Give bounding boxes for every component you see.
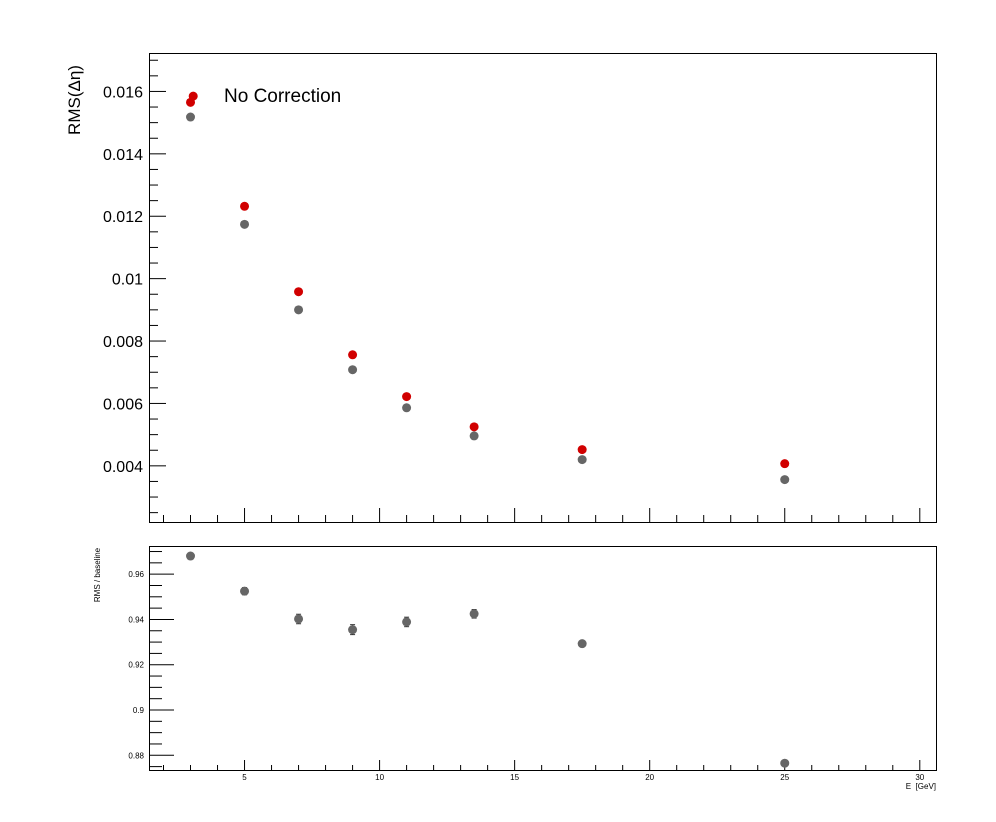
bottom-data-point [294, 614, 304, 624]
bottom-data-point [577, 639, 587, 649]
top-data-point [577, 445, 587, 455]
top-data-point [240, 219, 250, 229]
bottom-data-point [469, 609, 479, 619]
bottom-x-tick-label: 10 [375, 773, 384, 782]
bottom-x-tick-label: 30 [915, 773, 924, 782]
top-y-axis-label: RMS(Δη) [65, 65, 84, 135]
bottom-data-point [348, 625, 358, 635]
bottom-x-tick-label: 5 [242, 773, 247, 782]
top-data-point [402, 403, 412, 413]
top-y-tick-label: 0.014 [103, 147, 143, 164]
top-data-point [348, 350, 358, 360]
top-y-tick-label: 0.004 [103, 459, 143, 476]
bottom-data-points [186, 551, 790, 768]
x-axis-label: E [GeV] [906, 782, 936, 791]
bottom-x-tick-label: 25 [780, 773, 789, 782]
bottom-y-axis: 0.88 0.9 0.92 0.94 0.96 [128, 551, 174, 768]
top-data-point [469, 431, 479, 441]
top-data-point [240, 201, 250, 211]
top-data-point [780, 475, 790, 485]
top-data-point [294, 305, 304, 315]
bottom-data-point [402, 617, 412, 627]
bottom-x-axis: 5 10 15 20 25 30 [163, 508, 925, 782]
top-y-tick-label: 0.012 [103, 209, 143, 226]
top-data-point [469, 422, 479, 432]
top-data-point [186, 112, 196, 122]
top-data-point [780, 459, 790, 469]
top-plot-frame [149, 53, 937, 523]
bottom-data-point [240, 586, 250, 596]
bottom-data-point [186, 551, 196, 561]
top-data-point [188, 91, 198, 101]
top-data-point [402, 392, 412, 402]
top-y-tick-label: 0.006 [103, 396, 143, 413]
bottom-panel: 0.88 0.9 0.92 0.94 0.96 5 10 15 20 25 30 RMS / ba… [93, 508, 937, 791]
top-panel: 0.004 0.006 0.008 0.01 0.012 0.014 0.016 RMS(Δ… [65, 53, 937, 523]
bottom-y-tick-label: 0.94 [128, 615, 144, 624]
top-data-point [577, 455, 587, 465]
bottom-x-tick-label: 20 [645, 773, 654, 782]
bottom-y-tick-label: 0.92 [128, 661, 144, 670]
top-data-point [294, 287, 304, 297]
bottom-y-tick-label: 0.9 [133, 706, 145, 715]
bottom-plot-frame [149, 546, 937, 771]
top-y-tick-label: 0.016 [103, 84, 143, 101]
top-y-tick-label: 0.008 [103, 334, 143, 351]
bottom-y-axis-label: RMS / baseline [93, 547, 102, 602]
bottom-data-point [780, 758, 790, 768]
bottom-y-tick-label: 0.96 [128, 570, 144, 579]
top-data-points [186, 91, 790, 485]
bottom-y-tick-label: 0.88 [128, 751, 144, 760]
top-y-axis: 0.004 0.006 0.008 0.01 0.012 0.014 0.016 [103, 59, 166, 514]
top-y-tick-label: 0.01 [112, 272, 143, 289]
top-data-point [348, 365, 358, 375]
legend-label-no-correction: No Correction [224, 86, 341, 107]
bottom-x-tick-label: 15 [510, 773, 519, 782]
